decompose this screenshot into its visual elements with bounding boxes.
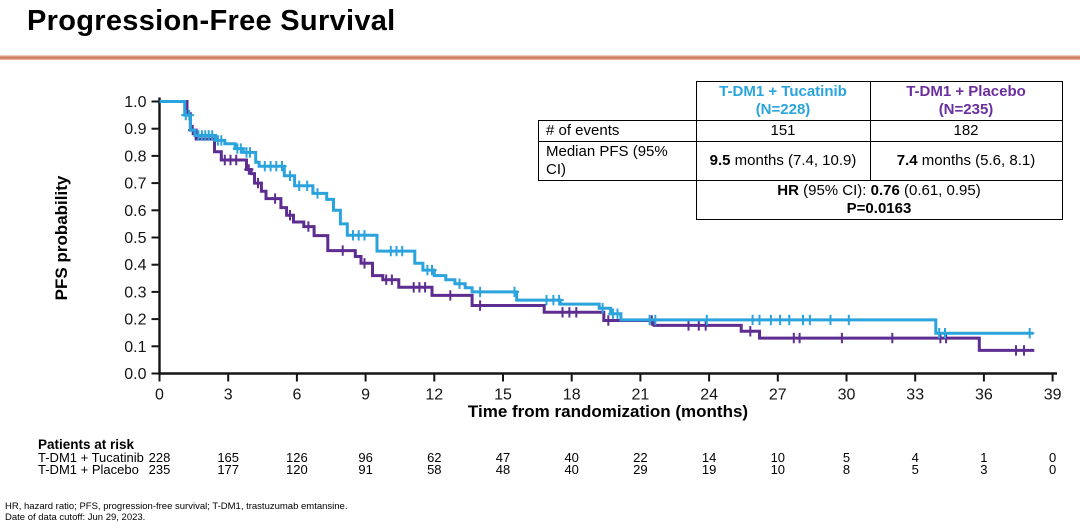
x-tick-label: 39: [1044, 387, 1062, 404]
x-tick-label: 18: [563, 387, 581, 404]
risk-count: 8: [842, 462, 851, 477]
x-tick-label: 9: [361, 387, 370, 404]
summary-table: T-DM1 + Tucatinib (N=228) T-DM1 + Placeb…: [538, 81, 1063, 220]
risk-count: 29: [633, 462, 648, 477]
hr-cell: HR (95% CI): 0.76 (0.61, 0.95) P=0.0163: [695, 180, 1063, 220]
median-placebo-value: 7.4 months (5.6, 8.1): [869, 141, 1063, 181]
hr-value: 0.76: [870, 182, 900, 199]
col-header-placebo-name: T-DM1 + Placebo: [906, 83, 1026, 100]
hr-row: HR (95% CI): 0.76 (0.61, 0.95) P=0.0163: [539, 180, 1063, 220]
x-tick-label: 6: [292, 387, 301, 404]
title-divider: [0, 55, 1080, 60]
risk-count: 177: [217, 462, 240, 477]
y-tick-label: 0.4: [124, 257, 146, 274]
censor-marks-tucatinib: [181, 109, 1035, 339]
y-tick-label: 1.0: [124, 94, 146, 111]
page-title: Progression-Free Survival: [27, 5, 396, 37]
risk-count: 10: [770, 450, 786, 465]
events-tucatinib-value: 151: [695, 120, 871, 142]
hr-empty-cell: [539, 181, 697, 220]
km-plot: 0.00.10.20.30.40.50.60.70.80.91.00 3 6 9 12 1…: [124, 94, 1062, 404]
risk-count: 22: [633, 450, 648, 465]
median-tucatinib-number: 9.5: [709, 152, 731, 169]
x-tick-label: 30: [838, 387, 856, 404]
x-tick-label: 12: [425, 387, 443, 404]
x-tick-label: 36: [975, 387, 993, 404]
risk-count: 19: [701, 462, 717, 477]
col-header-placebo: T-DM1 + Placebo (N=235): [869, 81, 1063, 121]
y-axis-title: PFS probability: [52, 175, 71, 301]
footnote-abbreviations: HR, hazard ratio; PFS, progression-free …: [5, 501, 348, 512]
risk-count: 47: [495, 450, 511, 465]
summary-empty-cell: [539, 82, 697, 121]
risk-count: 1: [980, 450, 988, 465]
risk-count: 58: [427, 462, 442, 477]
median-placebo-number: 7.4: [896, 152, 918, 169]
y-tick-label: 0.6: [124, 203, 146, 220]
summary-header-row: T-DM1 + Tucatinib (N=228) T-DM1 + Placeb…: [539, 81, 1063, 121]
p-value-line: P=0.0163: [701, 200, 1058, 218]
median-row-label: Median PFS (95% CI): [538, 141, 697, 181]
events-row: # of events 151 182: [538, 120, 1063, 142]
y-tick-label: 0.0: [124, 366, 146, 383]
x-tick-label: 24: [700, 387, 718, 404]
risk-count: 40: [564, 462, 579, 477]
y-tick-label: 0.9: [124, 121, 146, 138]
x-tick-label: 0: [155, 387, 164, 404]
events-row-label: # of events: [538, 120, 697, 142]
risk-count: 91: [358, 462, 373, 477]
risk-count: 10: [770, 462, 786, 477]
risk-count: 5: [911, 462, 919, 477]
y-tick-label: 0.5: [124, 230, 146, 247]
risk-count: 165: [217, 450, 240, 465]
x-tick-label: 27: [769, 387, 787, 404]
patients-at-risk-title: Patients at risk: [38, 437, 135, 452]
risk-count: 40: [564, 450, 579, 465]
x-tick-label: 21: [632, 387, 650, 404]
risk-count: 120: [286, 462, 308, 477]
y-tick-label: 0.7: [124, 176, 146, 193]
hr-line: HR (95% CI): 0.76 (0.61, 0.95): [701, 182, 1058, 200]
risk-count: 14: [701, 450, 717, 465]
median-tucatinib-value: 9.5 months (7.4, 10.9): [695, 141, 871, 181]
risk-count: 0: [1048, 450, 1057, 465]
x-axis-title: Time from randomization (months): [467, 402, 749, 421]
p-value: P=0.0163: [846, 200, 912, 217]
risk-row-label-placebo: T-DM1 + Placebo: [38, 462, 139, 477]
y-tick-label: 0.2: [124, 312, 146, 329]
median-placebo-ci: months (5.6, 8.1): [917, 152, 1036, 169]
col-header-tucatinib-n: (N=228): [755, 101, 811, 118]
col-header-tucatinib-name: T-DM1 + Tucatinib: [719, 83, 847, 100]
risk-count: 5: [842, 450, 851, 465]
x-tick-label: 3: [224, 387, 233, 404]
risk-count: 3: [980, 462, 988, 477]
risk-count: 48: [495, 462, 511, 477]
risk-count: 126: [286, 450, 308, 465]
risk-count: 0: [1048, 462, 1057, 477]
y-tick-label: 0.3: [124, 284, 146, 301]
median-tucatinib-ci: months (7.4, 10.9): [730, 152, 857, 169]
risk-count: 235: [148, 462, 171, 477]
x-tick-label: 15: [494, 387, 512, 404]
x-tick-label: 33: [906, 387, 924, 404]
hr-ci-value: (0.61, 0.95): [899, 182, 981, 199]
hr-abbrev: HR: [777, 182, 799, 199]
median-row: Median PFS (95% CI) 9.5 months (7.4, 10.…: [538, 141, 1063, 181]
km-curve-placebo: [159, 100, 1035, 352]
col-header-tucatinib: T-DM1 + Tucatinib (N=228): [695, 81, 871, 121]
y-tick-label: 0.8: [124, 148, 146, 165]
risk-count: 62: [427, 450, 442, 465]
col-header-placebo-n: (N=235): [938, 101, 994, 118]
y-tick-label: 0.1: [124, 339, 146, 356]
footnote-data-cutoff: Date of data cutoff: Jun 29, 2023.: [5, 512, 146, 523]
risk-count: 4: [911, 450, 919, 465]
hr-ci-label: (95% CI):: [798, 182, 871, 199]
risk-row-label-tucatinib: T-DM1 + Tucatinib: [38, 450, 144, 465]
risk-count: 96: [358, 450, 373, 465]
risk-count: 228: [148, 450, 171, 465]
events-placebo-value: 182: [869, 120, 1063, 142]
